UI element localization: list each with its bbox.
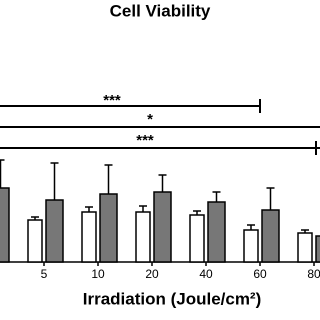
- x-tick-label: 5: [41, 267, 48, 281]
- x-tick-label: 10: [91, 267, 105, 281]
- bar: [0, 187, 10, 263]
- x-tick-label: 20: [145, 267, 159, 281]
- significance-label: ***: [136, 132, 154, 149]
- error-bar: [158, 174, 167, 192]
- bar: [153, 191, 172, 263]
- x-axis-label: Irradiation (Joule/cm²): [83, 289, 262, 308]
- error-bar: [247, 224, 255, 230]
- bar: [81, 211, 97, 263]
- chart-title: Cell Viability: [110, 1, 211, 20]
- bar: [99, 193, 118, 263]
- error-bar: [104, 164, 113, 194]
- bar: [207, 201, 226, 263]
- error-bar: [85, 206, 93, 212]
- error-bar: [139, 205, 147, 212]
- bar: [27, 219, 43, 263]
- x-tick-label: 80: [307, 267, 320, 281]
- error-bar: [50, 162, 59, 200]
- bar: [261, 209, 280, 263]
- bar: [135, 211, 151, 263]
- significance-label: *: [147, 111, 153, 128]
- bar: [297, 232, 313, 263]
- error-bar: [0, 159, 5, 188]
- error-bar: [266, 187, 275, 210]
- error-bar: [212, 191, 221, 202]
- bar: [243, 229, 259, 263]
- significance-brackets: [0, 99, 320, 155]
- bar: [189, 214, 205, 263]
- x-tick-label: 60: [253, 267, 267, 281]
- bar: [45, 199, 64, 263]
- bar: [315, 235, 320, 263]
- significance-label: ***: [103, 92, 121, 109]
- x-tick-label: 40: [199, 267, 213, 281]
